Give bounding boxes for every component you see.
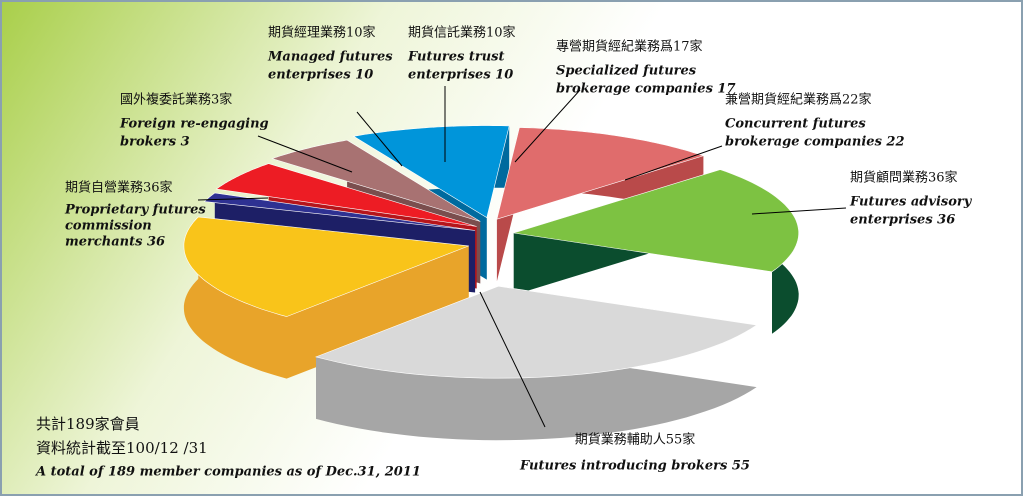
footer-date: 資料統計截至100/12 /31 (36, 439, 208, 457)
slice (183, 216, 469, 317)
slice-side (183, 216, 469, 379)
label-en: Specialized futures (556, 64, 697, 79)
label-en: Managed futures (267, 50, 393, 65)
footer-total: 共計189家會員 (36, 415, 140, 433)
label-en: Foreign re-engaging (119, 117, 269, 132)
label-en: Concurrent futures (725, 117, 866, 132)
slice (352, 125, 510, 219)
leader-line (257, 135, 353, 173)
slice (496, 127, 705, 220)
leader-line (624, 145, 723, 181)
label-en: brokers 3 (120, 135, 190, 150)
leader-line (197, 197, 269, 201)
label-en: commission (65, 219, 152, 234)
label-zh: 期貨自營業務36家 (65, 180, 173, 196)
labels: 期貨業務輔助人55家 Futures introducing brokers 55… (64, 25, 973, 474)
leader-line (514, 89, 581, 163)
label-en: enterprises 10 (408, 68, 513, 83)
label-en: brokerage companies 22 (725, 135, 905, 150)
slice (271, 139, 481, 222)
slice (315, 285, 758, 379)
label-en: merchants 36 (65, 235, 165, 250)
footer-english: A total of 189 member companies as of De… (34, 465, 421, 480)
label-zh: 專營期貨經紀業務爲17家 (556, 39, 703, 55)
slice (215, 163, 477, 227)
label-zh: 國外複委託業務3家 (120, 92, 232, 108)
label-zh: 期貨信託業務10家 (408, 25, 516, 41)
label-zh: 期貨經理業務10家 (268, 25, 376, 41)
label-zh: 兼營期貨經紀業務爲22家 (725, 92, 872, 108)
slice (513, 169, 800, 273)
label-en: Futures introducing brokers 55 (519, 459, 750, 474)
label-en: Proprietary futures (64, 203, 206, 218)
leader-line (479, 291, 546, 428)
label-en: enterprises 36 (850, 213, 955, 228)
label-en: brokerage companies 17 (556, 82, 736, 97)
label-zh: 期貨顧問業務36家 (850, 170, 958, 186)
label-zh: 期貨業務輔助人55家 (575, 432, 696, 448)
label-en: Futures advisory (849, 195, 973, 210)
leader-line (356, 111, 403, 167)
pie (183, 125, 800, 441)
label-en: enterprises 10 (268, 68, 373, 83)
leader-line (751, 207, 847, 215)
label-en: Futures trust (407, 50, 505, 65)
